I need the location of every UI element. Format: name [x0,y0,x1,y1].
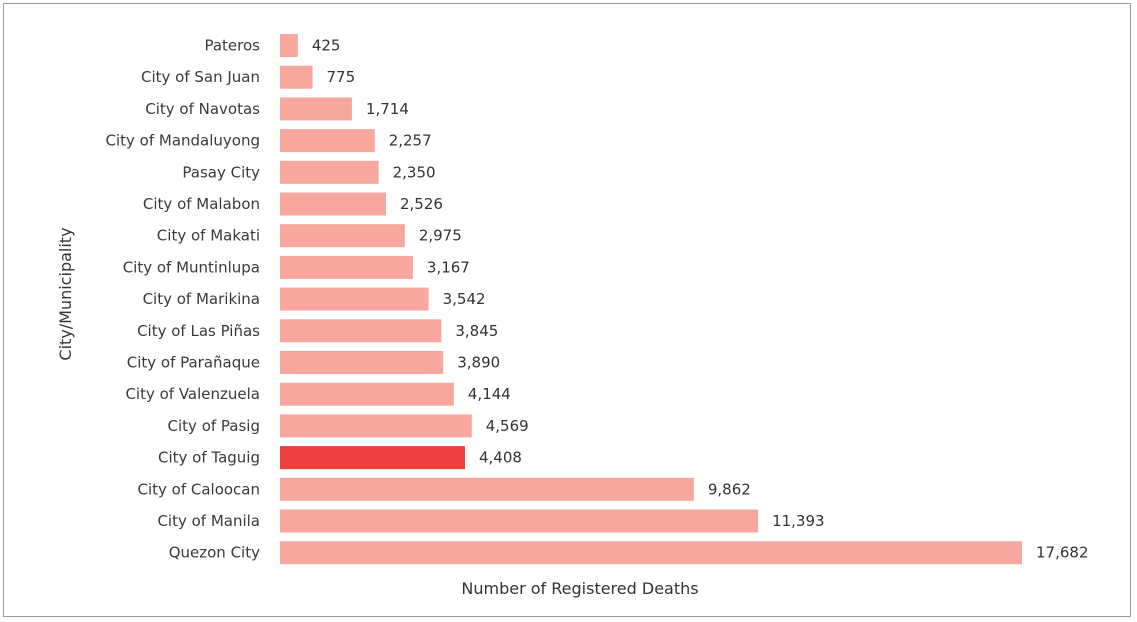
category-label: City of Malabon [143,195,260,213]
category-label: Pasay City [182,163,260,181]
category-label: Pateros [204,37,260,55]
category-label: City of Las Piñas [137,322,260,340]
value-label: 2,975 [419,227,462,245]
value-label: 2,526 [400,195,443,213]
bar [280,319,442,343]
bar [280,129,375,153]
category-label: City of Navotas [145,100,260,118]
bar [280,224,405,248]
value-label: 3,845 [455,322,498,340]
chart-frame: City/Municipality Number of Registered D… [3,3,1131,617]
value-label: 2,257 [389,132,432,150]
bar [280,541,1022,565]
bar [280,382,454,406]
category-label: City of Parañaque [127,354,260,372]
category-label: City of Marikina [143,290,260,308]
value-label: 3,890 [457,354,500,372]
bar [280,414,472,438]
value-label: 9,862 [708,480,751,498]
value-label: 2,350 [393,163,436,181]
bar [280,192,386,216]
bar [280,255,413,279]
bar [280,446,465,470]
bar [280,34,298,57]
bar [280,509,759,533]
bar [280,65,313,89]
x-axis-title: Number of Registered Deaths [461,579,698,598]
y-axis-title: City/Municipality [56,227,75,360]
value-label: 4,569 [486,417,529,435]
value-label: 3,542 [443,290,486,308]
category-label: City of Valenzuela [125,385,260,403]
category-label: City of Pasig [168,417,260,435]
bars-layer: Pateros 425 City of San Juan 775 City of Nav… [105,34,1089,565]
category-label: City of Taguig [158,449,260,467]
category-label: City of Manila [157,512,260,530]
bar [280,351,444,374]
bar-chart: City/Municipality Number of Registered D… [56,34,1089,598]
value-label: 425 [312,37,341,55]
category-label: City of Mandaluyong [105,132,260,150]
category-label: City of San Juan [141,68,260,86]
category-label: City of Caloocan [137,480,260,498]
bar [280,160,379,184]
value-label: 1,714 [366,100,409,118]
bar [280,477,694,501]
bar [280,287,429,311]
category-label: Quezon City [169,544,260,562]
category-label: City of Makati [157,227,260,245]
value-label: 775 [327,68,356,86]
bar [280,97,352,121]
value-label: 11,393 [772,512,825,530]
value-label: 3,167 [427,258,470,276]
value-label: 4,408 [479,449,522,467]
value-label: 17,682 [1036,544,1089,562]
value-label: 4,144 [468,385,511,403]
category-label: City of Muntinlupa [123,258,260,276]
